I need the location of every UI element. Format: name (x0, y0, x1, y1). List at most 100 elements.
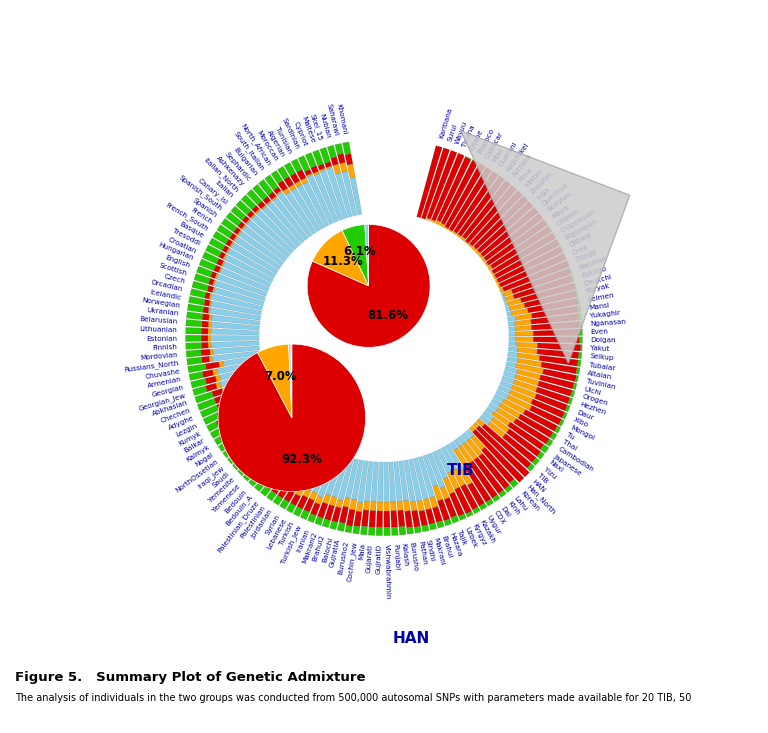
Bar (417, 500, 425, 512)
Bar (297, 496, 308, 509)
Bar (461, 432, 470, 441)
Bar (211, 336, 260, 341)
Bar (467, 438, 482, 457)
Text: Yemenese: Yemenese (212, 483, 242, 513)
Text: Makrani2: Makrani2 (301, 531, 318, 564)
Bar (315, 496, 323, 504)
Bar (515, 331, 533, 336)
Bar (515, 375, 539, 386)
Bar (377, 502, 382, 511)
Bar (210, 308, 262, 320)
Text: Ashkenazy: Ashkenazy (215, 155, 246, 188)
Bar (484, 262, 488, 267)
Bar (217, 225, 233, 238)
Bar (213, 369, 218, 375)
Bar (391, 511, 398, 527)
Bar (502, 434, 536, 463)
Bar (531, 314, 579, 324)
Bar (469, 461, 498, 498)
Bar (273, 197, 309, 241)
Bar (508, 337, 515, 341)
Bar (541, 362, 577, 374)
Text: Cochin_Jew: Cochin_Jew (346, 542, 358, 583)
Text: Eskimo: Eskimo (581, 265, 607, 279)
Bar (205, 362, 220, 369)
Bar (505, 306, 511, 312)
Bar (333, 164, 341, 174)
Bar (336, 172, 353, 218)
Text: Inga: Inga (535, 185, 551, 201)
Bar (489, 270, 494, 276)
Bar (266, 428, 303, 468)
Bar (246, 410, 286, 441)
Bar (337, 522, 346, 531)
Text: Tresoddi: Tresoddi (171, 228, 200, 246)
Bar (469, 426, 475, 432)
Bar (318, 164, 325, 170)
Bar (233, 463, 240, 470)
Bar (304, 498, 314, 512)
Bar (186, 328, 201, 334)
Bar (423, 498, 431, 510)
Text: Lithuanian: Lithuanian (140, 326, 177, 334)
Bar (575, 290, 578, 297)
Text: Tubalar: Tubalar (588, 361, 615, 371)
Bar (278, 180, 288, 191)
Bar (439, 223, 445, 228)
Bar (243, 423, 257, 435)
Text: Yakut: Yakut (591, 345, 610, 353)
Bar (461, 484, 478, 510)
Text: TIB: TIB (537, 472, 549, 485)
Bar (299, 445, 326, 490)
Bar (346, 509, 355, 526)
Bar (219, 251, 226, 259)
Bar (226, 430, 247, 446)
Bar (284, 177, 293, 187)
Bar (221, 261, 225, 267)
Text: Sardinian: Sardinian (280, 117, 300, 150)
Bar (397, 501, 403, 511)
Bar (482, 410, 494, 421)
Text: 81.6%: 81.6% (368, 309, 409, 323)
Text: Georgian_Jew: Georgian_Jew (137, 391, 187, 412)
Bar (358, 460, 369, 503)
Bar (267, 202, 305, 244)
Bar (515, 320, 531, 325)
Bar (475, 250, 480, 255)
Bar (209, 301, 212, 306)
Bar (413, 457, 429, 500)
Bar (230, 384, 270, 405)
Bar (202, 252, 219, 264)
Bar (336, 499, 343, 508)
Bar (233, 235, 237, 241)
Bar (233, 227, 240, 235)
Bar (384, 527, 390, 536)
Bar (398, 510, 405, 527)
Text: Jordanian: Jordanian (250, 509, 273, 540)
Wedge shape (342, 224, 369, 286)
Bar (214, 265, 220, 273)
Bar (295, 181, 302, 188)
Bar (201, 342, 208, 348)
Bar (214, 280, 266, 301)
Text: Saudi: Saudi (211, 471, 230, 489)
Bar (325, 504, 335, 520)
Bar (505, 485, 512, 493)
Bar (422, 454, 438, 487)
Bar (508, 298, 521, 306)
Text: Basque: Basque (178, 221, 205, 240)
Bar (226, 375, 267, 392)
Text: Vishwabrahmin: Vishwabrahmin (384, 544, 391, 600)
Bar (233, 439, 246, 450)
Bar (201, 328, 208, 334)
Text: Cabecar: Cabecar (484, 130, 504, 159)
Text: Brahui: Brahui (441, 534, 453, 559)
Bar (457, 435, 466, 444)
Bar (514, 419, 549, 444)
Bar (210, 428, 222, 438)
Bar (465, 185, 517, 243)
Bar (259, 180, 273, 196)
Bar (205, 245, 221, 257)
Bar (305, 152, 316, 168)
Bar (236, 200, 251, 215)
